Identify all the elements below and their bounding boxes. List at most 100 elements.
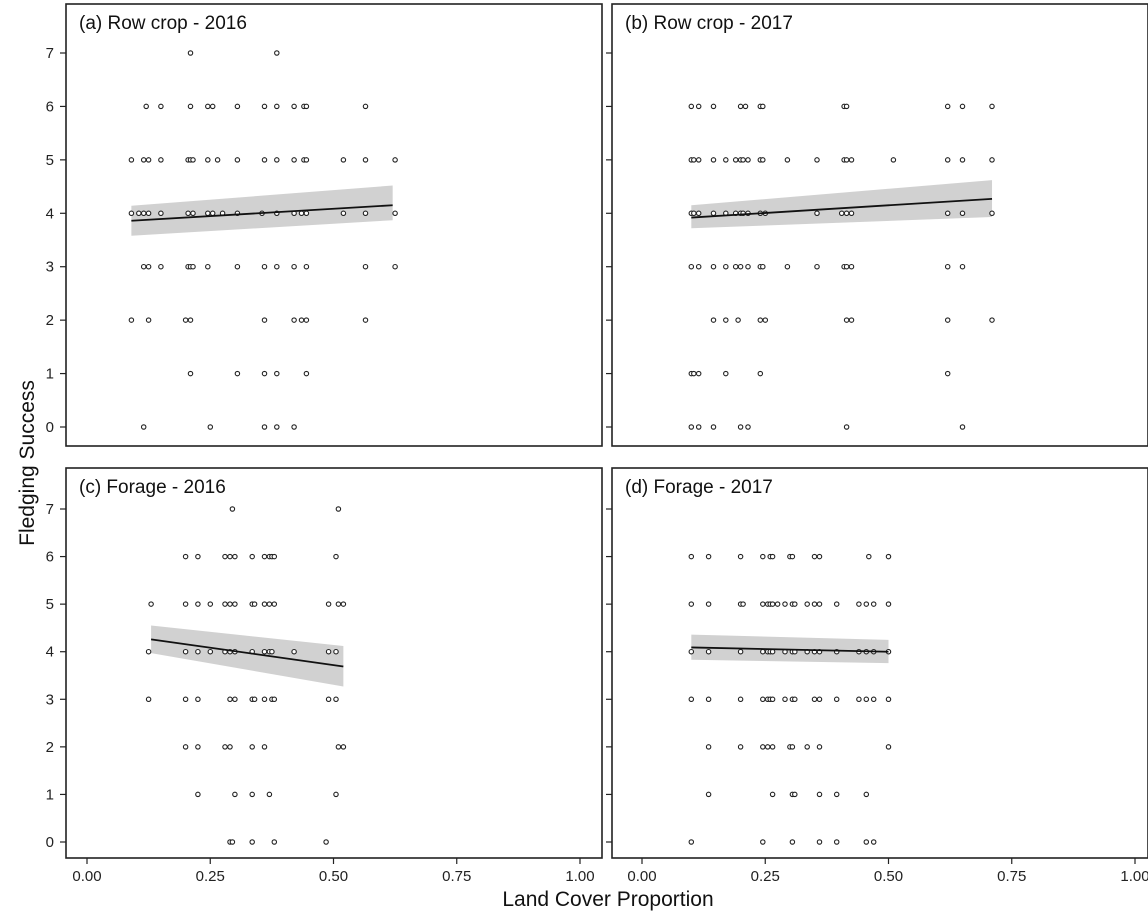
data-point (249, 553, 255, 560)
data-point (737, 744, 744, 750)
data-point (789, 744, 796, 750)
data-point (944, 103, 951, 110)
panel-d: (d) Forage - 2017 0.00 0.25 0.50 0.75 1.00 (606, 467, 1148, 885)
data-point (870, 696, 877, 703)
data-point (229, 839, 236, 845)
y-tick-label: 1 (46, 786, 54, 803)
data-point (959, 103, 966, 110)
data-point (789, 553, 796, 560)
x-tick-label: 0.25 (751, 868, 780, 885)
panel-a: (a) Row crop - 2016 0 1 2 3 4 5 6 7 (46, 3, 603, 447)
panel-title: (d) Forage - 2017 (625, 477, 773, 498)
data-point (335, 506, 342, 512)
data-point (769, 553, 776, 560)
data-point (291, 157, 297, 163)
data-point (187, 370, 194, 377)
data-point (959, 424, 966, 430)
y-tick-label: 2 (46, 739, 54, 756)
data-point (843, 210, 850, 217)
data-point (158, 263, 164, 270)
data-point (249, 791, 255, 798)
data-point (182, 648, 189, 655)
data-point (885, 744, 892, 750)
data-point (870, 601, 877, 607)
data-point (737, 424, 744, 430)
data-point (185, 210, 191, 217)
data-point (261, 648, 268, 655)
data-point (274, 50, 280, 56)
data-point (814, 263, 820, 270)
data-point (195, 696, 201, 703)
data-point (291, 424, 297, 430)
data-point (190, 210, 196, 217)
data-point (291, 263, 297, 270)
data-point (890, 157, 897, 163)
data-point (944, 263, 951, 270)
data-point (271, 601, 278, 607)
data-point (145, 317, 152, 323)
data-point (811, 601, 818, 607)
data-point (866, 553, 872, 560)
data-point (323, 839, 329, 845)
data-point (811, 696, 818, 703)
data-point (145, 157, 152, 163)
data-point (944, 157, 951, 163)
x-tick-label: 0.75 (442, 868, 471, 885)
data-point (261, 744, 268, 750)
data-point (989, 210, 995, 217)
data-point (362, 103, 369, 110)
data-point (737, 648, 744, 655)
data-point (705, 696, 712, 703)
data-point (816, 791, 823, 798)
data-point (863, 601, 870, 607)
data-point (989, 157, 995, 163)
data-point (227, 553, 233, 560)
data-point (222, 553, 228, 560)
data-point (269, 648, 275, 655)
data-point (723, 370, 729, 377)
data-point (227, 744, 233, 750)
data-point (695, 370, 702, 377)
data-point (340, 601, 347, 607)
data-point (303, 370, 310, 377)
data-point (128, 317, 135, 323)
data-point (261, 696, 268, 703)
data-point (158, 157, 164, 163)
data-point (848, 317, 855, 323)
data-point (261, 263, 268, 270)
data-point (291, 103, 297, 110)
data-point (691, 210, 697, 217)
data-point (710, 317, 717, 323)
data-point (695, 263, 702, 270)
data-point (804, 601, 810, 607)
data-point (362, 157, 369, 163)
data-point (705, 601, 712, 607)
data-point (333, 696, 339, 703)
data-point (207, 601, 214, 607)
data-point (298, 317, 305, 323)
data-point (959, 210, 966, 217)
data-point (944, 370, 951, 377)
data-point (195, 601, 201, 607)
data-point (688, 553, 695, 560)
data-point (745, 157, 751, 163)
data-point (187, 103, 194, 110)
data-point (207, 424, 214, 430)
data-point (261, 553, 268, 560)
x-tick-label: 0.00 (72, 868, 101, 885)
data-point (303, 157, 310, 163)
data-point (688, 263, 695, 270)
data-point (723, 317, 729, 323)
regression-line (691, 197, 993, 219)
data-point (205, 263, 211, 270)
data-point (143, 103, 149, 110)
data-point (760, 839, 766, 845)
data-point (222, 601, 228, 607)
data-point (723, 157, 729, 163)
data-point (784, 157, 791, 163)
data-point (158, 210, 164, 217)
data-point (816, 839, 823, 845)
data-point (737, 103, 744, 110)
data-point (325, 648, 332, 655)
data-point (335, 601, 342, 607)
